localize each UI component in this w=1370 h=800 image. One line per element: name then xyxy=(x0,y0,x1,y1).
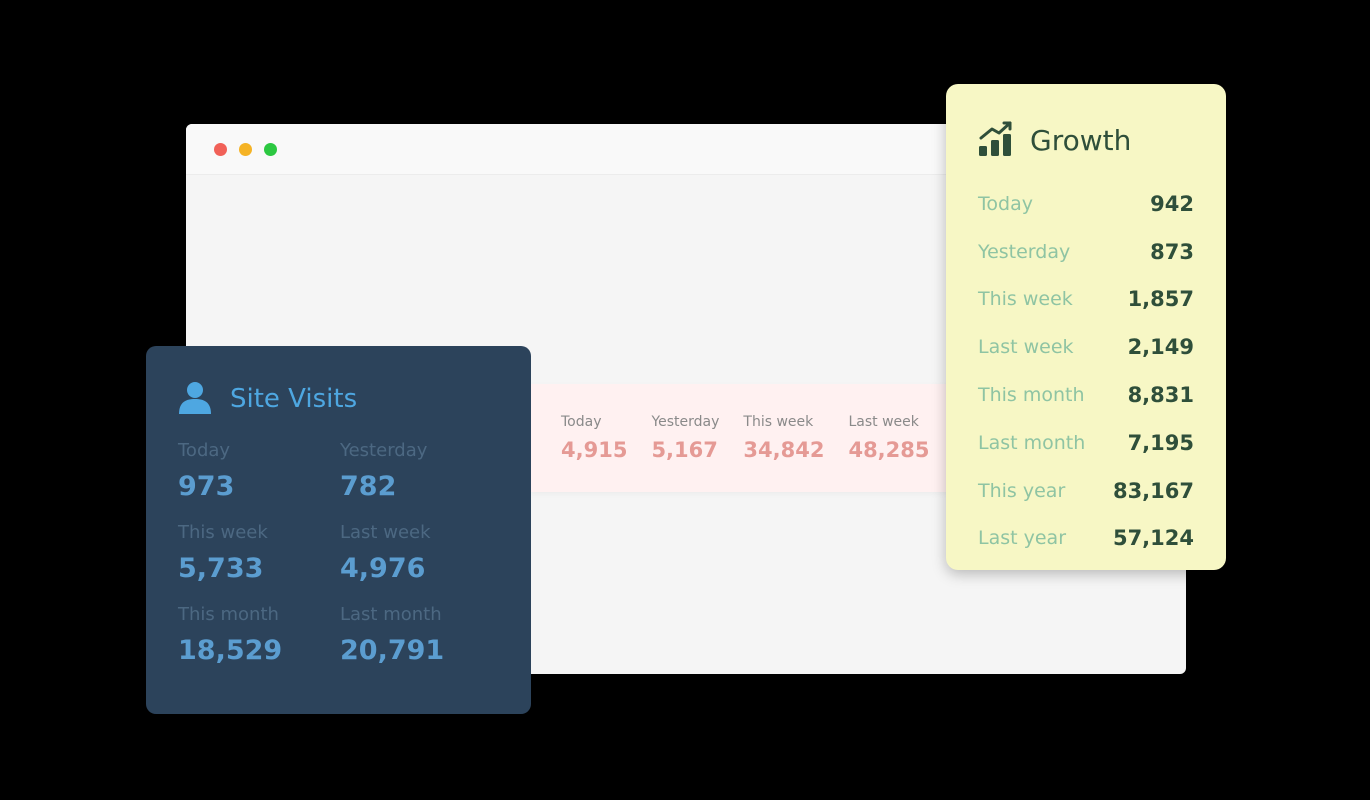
visits-item-last-month: Last month 20,791 xyxy=(340,604,502,666)
stats-strip: Today 4,915 Yesterday 5,167 This week 34… xyxy=(530,384,960,492)
growth-label: Yesterday xyxy=(978,240,1071,263)
visits-value: 973 xyxy=(178,471,235,502)
growth-row-yesterday: Yesterday 873 xyxy=(978,228,1194,276)
growth-value: 873 xyxy=(1150,239,1194,264)
strip-label: Yesterday xyxy=(651,414,720,430)
growth-row-last-week: Last week 2,149 xyxy=(978,323,1194,371)
site-visits-title: Site Visits xyxy=(230,384,358,414)
minimize-window-button[interactable] xyxy=(239,142,252,156)
maximize-window-button[interactable] xyxy=(264,142,277,156)
visits-item-last-week: Last week 4,976 xyxy=(340,522,502,584)
visits-label: This month xyxy=(178,604,279,625)
growth-header: Growth xyxy=(978,120,1194,160)
growth-list: Today 942 Yesterday 873 This week 1,857 … xyxy=(978,180,1194,562)
growth-label: Last week xyxy=(978,336,1074,359)
visits-label: Last month xyxy=(340,604,442,625)
strip-value: 34,842 xyxy=(743,438,825,462)
growth-label: This month xyxy=(978,384,1085,407)
growth-row-this-year: This year 83,167 xyxy=(978,467,1194,515)
growth-label: Last month xyxy=(978,431,1086,454)
visits-value: 4,976 xyxy=(340,553,426,584)
growth-row-last-month: Last month 7,195 xyxy=(978,419,1194,467)
growth-chart-icon xyxy=(978,120,1014,160)
visits-label: This week xyxy=(178,522,268,543)
visits-item-yesterday: Yesterday 782 xyxy=(340,440,502,502)
strip-label: This week xyxy=(743,414,814,430)
strip-item-last-week: Last week 48,285 xyxy=(848,414,929,462)
user-icon xyxy=(178,380,212,418)
growth-value: 2,149 xyxy=(1127,335,1194,360)
growth-row-last-year: Last year 57,124 xyxy=(978,515,1194,563)
growth-value: 8,831 xyxy=(1127,383,1194,408)
strip-item-yesterday: Yesterday 5,167 xyxy=(651,414,719,462)
growth-row-this-month: This month 8,831 xyxy=(978,371,1194,419)
growth-value: 1,857 xyxy=(1127,287,1194,312)
strip-label: Last week xyxy=(848,414,919,430)
growth-label: This week xyxy=(978,288,1073,311)
growth-value: 7,195 xyxy=(1127,430,1194,455)
growth-label: This year xyxy=(978,479,1066,502)
growth-row-today: Today 942 xyxy=(978,180,1194,228)
growth-card: Growth Today 942 Yesterday 873 This week… xyxy=(946,84,1226,570)
growth-label: Today xyxy=(978,192,1033,215)
visits-value: 782 xyxy=(340,471,397,502)
visits-item-this-week: This week 5,733 xyxy=(178,522,340,584)
strip-label: Today xyxy=(561,414,602,430)
strip-item-this-week: This week 34,842 xyxy=(743,414,824,462)
strip-value: 5,167 xyxy=(651,438,718,462)
strip-value: 48,285 xyxy=(848,438,930,462)
visits-item-today: Today 973 xyxy=(178,440,340,502)
visits-value: 20,791 xyxy=(340,635,445,666)
growth-title: Growth xyxy=(1030,123,1132,157)
strip-item-today: Today 4,915 xyxy=(561,414,627,462)
visits-item-this-month: This month 18,529 xyxy=(178,604,340,666)
visits-value: 18,529 xyxy=(178,635,283,666)
strip-value: 4,915 xyxy=(561,438,628,462)
visits-label: Today xyxy=(178,440,231,461)
visits-label: Yesterday xyxy=(340,440,428,461)
growth-value: 83,167 xyxy=(1112,478,1194,503)
growth-row-this-week: This week 1,857 xyxy=(978,276,1194,324)
growth-value: 942 xyxy=(1150,191,1194,216)
site-visits-card: Site Visits Today 973 Yesterday 782 This… xyxy=(146,346,531,714)
visits-value: 5,733 xyxy=(178,553,264,584)
growth-label: Last year xyxy=(978,527,1067,550)
site-visits-grid: Today 973 Yesterday 782 This week 5,733 … xyxy=(178,440,531,666)
visits-label: Last week xyxy=(340,522,431,543)
growth-value: 57,124 xyxy=(1112,526,1194,551)
close-window-button[interactable] xyxy=(214,142,227,156)
site-visits-header: Site Visits xyxy=(178,380,531,418)
